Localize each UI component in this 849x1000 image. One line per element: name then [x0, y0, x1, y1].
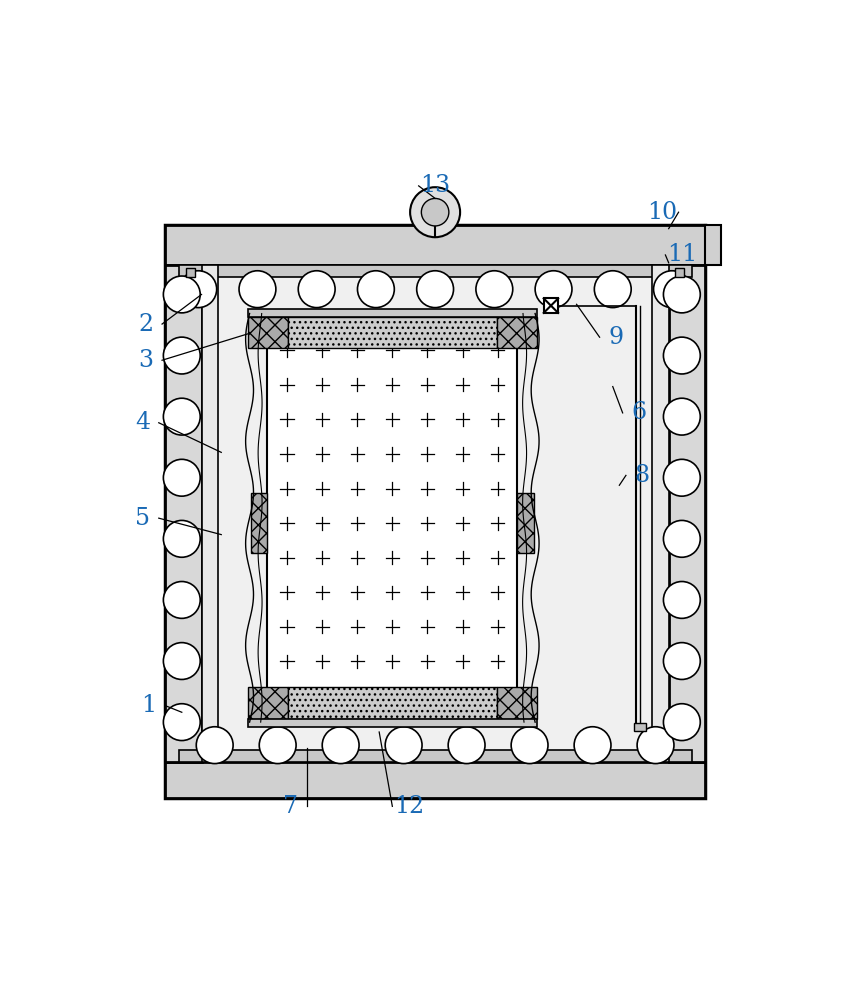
Circle shape	[323, 727, 359, 764]
Circle shape	[410, 187, 460, 237]
Bar	[201, 265, 218, 762]
Circle shape	[357, 271, 394, 308]
Bar	[669, 265, 705, 762]
Circle shape	[448, 727, 485, 764]
Circle shape	[663, 704, 700, 741]
Bar	[178, 750, 692, 762]
Circle shape	[663, 459, 700, 496]
Circle shape	[663, 337, 700, 374]
Bar	[166, 225, 705, 798]
Bar	[166, 265, 201, 762]
Circle shape	[663, 398, 700, 435]
Circle shape	[196, 727, 233, 764]
Text: 4: 4	[135, 411, 150, 434]
Circle shape	[163, 337, 200, 374]
Circle shape	[663, 276, 700, 313]
Bar	[248, 317, 288, 348]
Circle shape	[163, 704, 200, 741]
Bar	[267, 327, 517, 719]
Text: 8: 8	[635, 464, 650, 487]
Bar	[248, 309, 537, 317]
Bar	[251, 493, 267, 553]
Text: 12: 12	[394, 795, 424, 818]
Text: 13: 13	[420, 174, 450, 197]
Circle shape	[163, 398, 200, 435]
Circle shape	[180, 271, 216, 308]
Circle shape	[163, 643, 200, 679]
Circle shape	[663, 520, 700, 557]
Circle shape	[417, 271, 453, 308]
Bar	[166, 762, 705, 798]
Text: 1: 1	[141, 694, 156, 717]
Circle shape	[574, 727, 611, 764]
Text: 9: 9	[609, 326, 624, 349]
Bar	[705, 225, 722, 265]
Circle shape	[594, 271, 631, 308]
Text: 7: 7	[283, 795, 298, 818]
Bar	[248, 719, 537, 727]
Text: 11: 11	[666, 243, 697, 266]
Bar	[497, 687, 537, 719]
Circle shape	[511, 727, 548, 764]
Bar	[652, 265, 669, 762]
Circle shape	[663, 643, 700, 679]
Text: 2: 2	[138, 313, 153, 336]
Bar	[497, 317, 537, 348]
Text: 6: 6	[632, 401, 647, 424]
Bar	[288, 317, 497, 348]
Circle shape	[298, 271, 335, 308]
Bar	[634, 723, 646, 731]
Circle shape	[476, 271, 513, 308]
Circle shape	[239, 271, 276, 308]
Circle shape	[163, 520, 200, 557]
Circle shape	[163, 582, 200, 618]
Bar	[178, 265, 692, 277]
Bar	[517, 493, 534, 553]
Circle shape	[535, 271, 572, 308]
Bar	[288, 687, 497, 719]
Bar	[675, 268, 683, 277]
Circle shape	[421, 198, 449, 226]
Bar	[166, 225, 705, 265]
Circle shape	[163, 276, 200, 313]
Circle shape	[637, 727, 674, 764]
Circle shape	[654, 271, 690, 308]
Bar	[543, 298, 558, 313]
Text: 5: 5	[135, 507, 149, 530]
Circle shape	[385, 727, 422, 764]
Bar	[187, 268, 195, 277]
Text: 10: 10	[647, 201, 678, 224]
Circle shape	[163, 459, 200, 496]
Bar	[248, 687, 288, 719]
Text: 3: 3	[138, 349, 153, 372]
Circle shape	[663, 582, 700, 618]
Circle shape	[259, 727, 296, 764]
